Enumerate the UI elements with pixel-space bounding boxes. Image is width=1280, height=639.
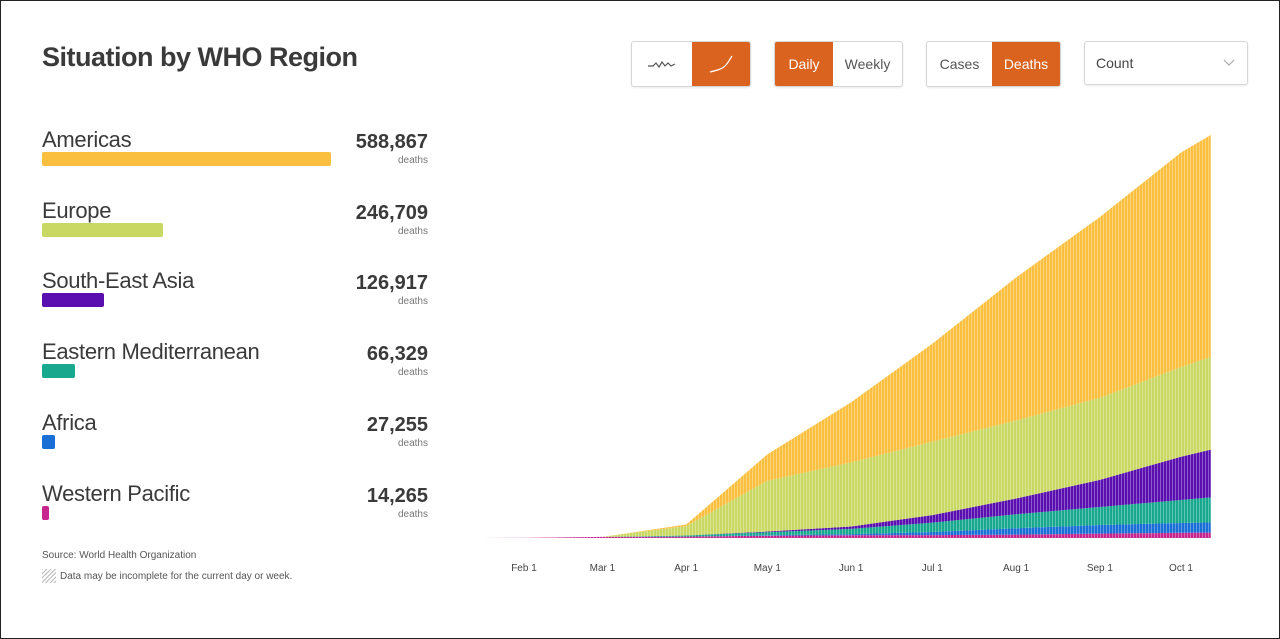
region-item[interactable]: Americas 588,867 deaths [42,127,432,187]
x-tick-label: Sep 1 [1087,563,1114,574]
region-bar [42,505,49,520]
cumulative-curve-icon [709,55,733,73]
region-item[interactable]: Eastern Mediterranean 66,329 deaths [42,339,432,399]
metric-toggle: Cases Deaths [926,41,1061,87]
region-bar [42,152,331,166]
daily-line-button[interactable] [632,42,692,86]
region-unit: deaths [397,437,428,449]
chart-style-toggle [631,41,751,87]
chevron-down-icon [1223,59,1235,66]
incomplete-data-note: Data may be incomplete for the current d… [42,569,292,583]
region-bar [42,222,164,237]
region-name: Western Pacific [42,480,190,506]
region-name: South-East Asia [42,268,195,294]
region-value: 66,329 [366,343,428,366]
region-name: Americas [42,127,132,152]
x-tick-label: Oct 1 [1169,563,1193,574]
region-item[interactable]: Europe 246,709 deaths [42,198,432,258]
scale-select-value: Count [1096,55,1134,71]
region-value: 246,709 [355,201,428,224]
x-tick-label: Jun 1 [839,563,864,574]
period-toggle: Daily Weekly [774,41,903,87]
source-text: Source: World Health Organization [42,550,197,561]
daily-bar-stripes [480,135,1211,538]
region-item[interactable]: Africa 27,255 deaths [42,410,432,470]
hatch-pattern-icon [42,569,56,583]
deaths-button[interactable]: Deaths [992,42,1060,86]
x-tick-label: Apr 1 [674,563,698,574]
region-unit: deaths [397,508,428,520]
region-value: 126,917 [355,272,428,295]
cases-button[interactable]: Cases [939,56,980,72]
region-unit: deaths [397,225,428,237]
scale-select[interactable]: Count [1084,41,1248,85]
region-bar [42,364,75,379]
daily-button[interactable]: Daily [775,42,833,86]
x-tick-label: Jul 1 [922,563,944,574]
region-value: 14,265 [366,484,428,507]
x-tick-label: Mar 1 [590,563,616,574]
x-tick-label: Feb 1 [511,563,537,574]
region-value: 588,867 [355,131,428,153]
note-text: Data may be incomplete for the current d… [60,570,293,582]
region-unit: deaths [397,155,428,166]
region-item[interactable]: Western Pacific 14,265 deaths [42,481,432,541]
region-bar [42,293,105,308]
x-tick-label: Aug 1 [1003,563,1030,574]
region-name: Europe [42,197,112,223]
daily-line-icon [648,60,676,69]
region-bar [42,434,56,449]
page-title: Situation by WHO Region [42,42,358,72]
x-tick-label: May 1 [754,563,782,574]
region-unit: deaths [397,367,428,379]
cumulative-curve-button[interactable] [692,42,750,86]
region-unit: deaths [397,296,428,308]
region-name: Africa [42,409,97,435]
region-name: Eastern Mediterranean [42,339,260,365]
cumulative-deaths-chart: Feb 1 Mar 1 Apr 1 May 1 Jun 1 Jul 1 Aug 1 Sep 1… [480,135,1211,574]
weekly-button[interactable]: Weekly [844,56,891,72]
region-item[interactable]: South-East Asia 126,917 deaths [42,268,432,328]
region-value: 27,255 [366,413,428,436]
